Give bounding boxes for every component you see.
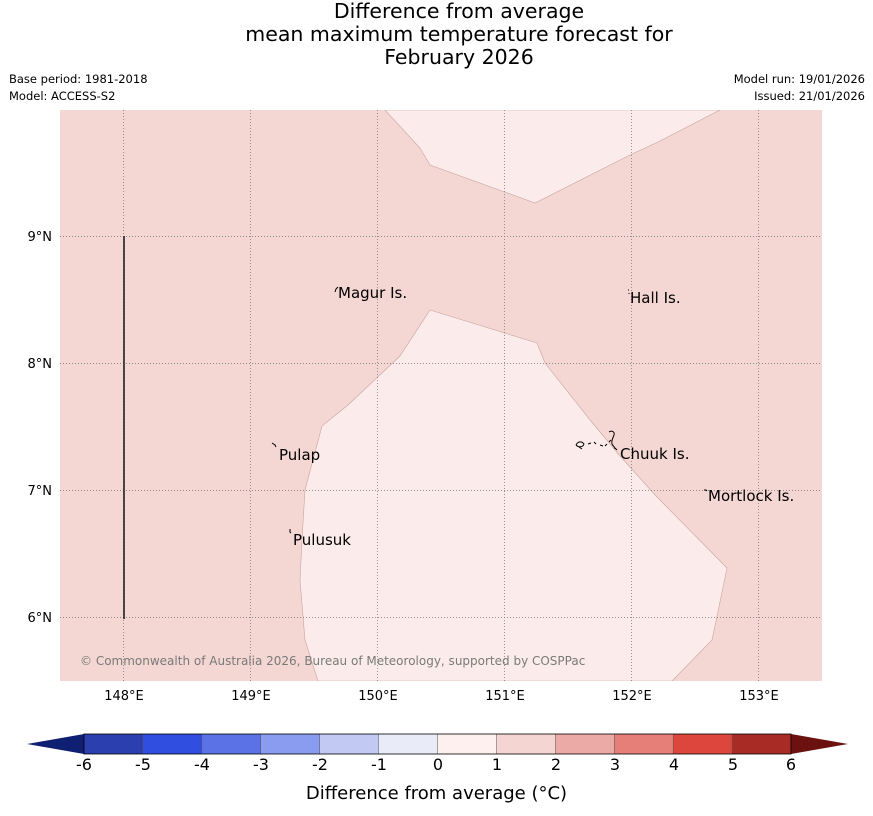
model-name: Model: ACCESS-S2: [9, 89, 116, 103]
lon-label-150: 150°E: [358, 689, 398, 704]
lat-label-7n: 7°N: [28, 484, 53, 499]
island-pulusuk: [289, 529, 292, 534]
colorbar-segment: [84, 734, 144, 754]
info-right: Model run: 19/01/2026 Issued: 21/01/2026: [734, 71, 865, 105]
cbar-tick: 2: [550, 755, 562, 774]
island-pulap: [271, 442, 277, 448]
lon-label-149: 149°E: [231, 689, 271, 704]
lat-label-8n: 8°N: [28, 357, 53, 372]
cbar-tick: 3: [609, 755, 621, 774]
cbar-tick: 6: [785, 755, 797, 774]
base-period: Base period: 1981-2018: [9, 72, 148, 86]
lon-label-148: 148°E: [104, 689, 144, 704]
colorbar-segment: [437, 734, 497, 754]
place-hall: Hall Is.: [630, 289, 681, 307]
colorbar-segment: [496, 734, 556, 754]
place-chuuk: Chuuk Is.: [620, 445, 689, 463]
lat-label-9n: 9°N: [28, 230, 53, 245]
chuuk-lagoon-islands: [575, 430, 618, 451]
colorbar-segment: [142, 734, 203, 754]
colorbar-segment: [614, 734, 674, 754]
copyright-text: © Commonwealth of Australia 2026, Bureau…: [80, 654, 585, 668]
cbar-tick: 0: [432, 755, 444, 774]
title-line-2: mean maximum temperature forecast for: [245, 22, 673, 46]
cbar-tick: -6: [76, 755, 92, 774]
map-title: Difference from average mean maximum tem…: [0, 0, 873, 69]
island-magur: [334, 286, 339, 293]
colorbar-segment: [319, 734, 379, 754]
cbar-tick: -1: [371, 755, 387, 774]
colorbar-extend-high: [791, 734, 848, 754]
colorbar-segment: [378, 734, 438, 754]
cbar-tick: -3: [253, 755, 269, 774]
cbar-tick: -5: [135, 755, 151, 774]
cbar-tick: 4: [668, 755, 680, 774]
anomaly-region-top: [384, 110, 721, 204]
title-line-3: February 2026: [384, 45, 534, 69]
lon-label-152: 152°E: [612, 689, 652, 704]
island-mortlock: [704, 489, 708, 492]
lon-label-151: 151°E: [485, 689, 525, 704]
place-mortlock: Mortlock Is.: [708, 487, 794, 505]
colorbar-frame: [83, 733, 792, 755]
cbar-tick: 1: [491, 755, 503, 774]
colorbar-segment: [673, 734, 733, 754]
colorbar-extend-low: [27, 734, 84, 754]
place-pulap: Pulap: [279, 446, 320, 464]
issued-date: Issued: 21/01/2026: [754, 89, 865, 103]
colorbar-segment: [260, 734, 321, 754]
colorbar-segment: [732, 734, 792, 754]
model-run: Model run: 19/01/2026: [733, 72, 865, 86]
island-hall: [628, 289, 630, 294]
cbar-tick: 5: [727, 755, 739, 774]
anomaly-region-center: [299, 309, 728, 681]
colorbar-label: Difference from average (°C): [305, 783, 568, 804]
title-line-1: Difference from average: [333, 0, 585, 23]
cbar-tick: -2: [312, 755, 328, 774]
colorbar-segment: [201, 734, 262, 754]
cbar-tick: -4: [194, 755, 210, 774]
lat-label-6n: 6°N: [28, 611, 53, 626]
place-pulusuk: Pulusuk: [293, 531, 351, 549]
island-markers: [271, 286, 708, 534]
colorbar-segment: [555, 734, 615, 754]
lon-label-153: 153°E: [739, 689, 779, 704]
colorbar: [27, 733, 848, 755]
info-left: Base period: 1981-2018 Model: ACCESS-S2: [9, 71, 148, 105]
place-magur: Magur Is.: [338, 284, 407, 302]
